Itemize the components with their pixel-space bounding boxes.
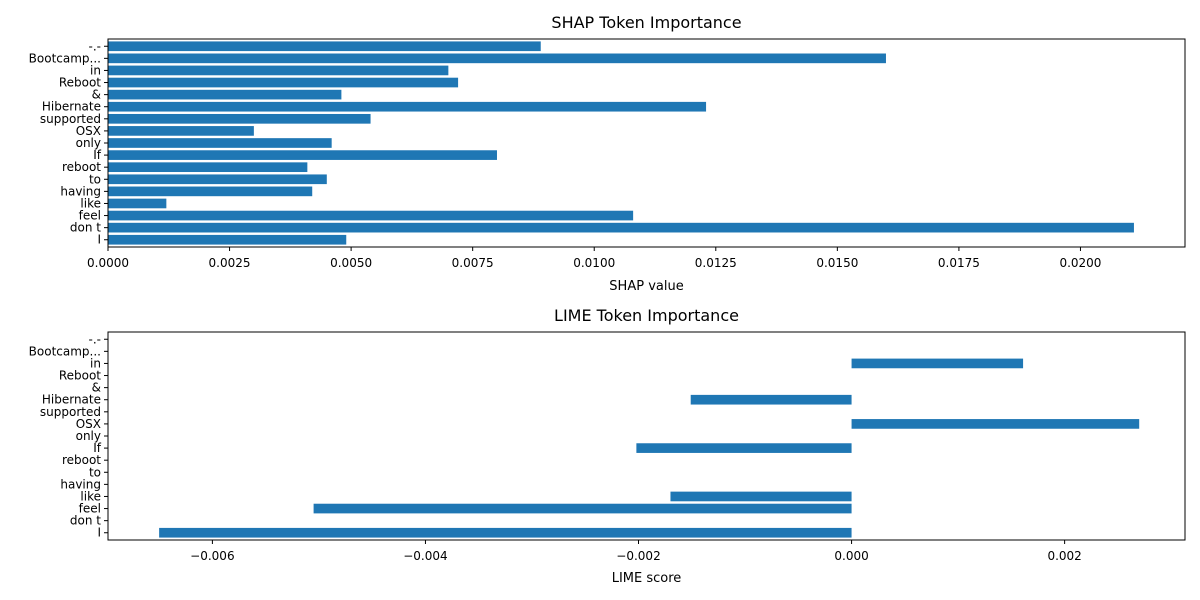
shap-x-tick-label-6: 0.0150	[816, 256, 858, 270]
shap-bar-7	[108, 150, 497, 160]
lime-y-tick-label-5: to	[89, 465, 101, 479]
lime-bar-2	[313, 503, 852, 514]
lime-bar-0	[159, 527, 852, 538]
shap-y-tick-label-11: Hibernate	[42, 100, 101, 114]
shap-x-tick-label-0: 0.0000	[87, 256, 129, 270]
lime-x-tick-label-4: 0.002	[1047, 549, 1081, 563]
shap-y-tick-label-1: don t	[70, 221, 101, 235]
shap-bar-8	[108, 138, 332, 148]
shap-bar-10	[108, 113, 371, 124]
shap-bar-3	[108, 198, 167, 209]
lime-y-tick-label-11: Hibernate	[42, 393, 101, 407]
lime-chart-x-axis-label: LIME score	[612, 571, 682, 586]
lime-y-tick-label-0: I	[97, 526, 101, 540]
lime-y-tick-label-8: only	[76, 429, 101, 443]
lime-y-tick-label-4: having	[60, 477, 101, 491]
lime-y-tick-label-12: &	[92, 381, 101, 395]
shap-bar-5	[108, 174, 327, 185]
shap-y-tick-label-10: supported	[40, 112, 101, 126]
shap-y-tick-label-14: in	[90, 63, 101, 77]
shap-x-tick-label-5: 0.0125	[695, 256, 737, 270]
shap-bar-13	[108, 77, 459, 88]
lime-y-tick-label-9: OSX	[76, 417, 101, 431]
lime-chart-title: LIME Token Importance	[554, 306, 739, 325]
shap-y-tick-label-4: having	[60, 184, 101, 198]
shap-bar-15	[108, 53, 886, 64]
shap-x-tick-label-3: 0.0075	[452, 256, 494, 270]
lime-bar-7	[636, 443, 852, 453]
lime-bar-9	[851, 419, 1140, 429]
shap-y-tick-label-15: Bootcamp...	[29, 51, 101, 65]
shap-y-tick-label-8: only	[76, 136, 101, 150]
lime-y-tick-label-3: like	[80, 489, 101, 503]
shap-x-tick-label-1: 0.0025	[209, 256, 251, 270]
shap-y-tick-label-12: &	[92, 88, 101, 102]
lime-y-tick-label-6: reboot	[62, 453, 101, 467]
lime-y-tick-label-14: in	[90, 356, 101, 370]
shap-x-tick-label-7: 0.0175	[938, 256, 980, 270]
lime-y-tick-label-2: feel	[79, 502, 101, 516]
lime-bar-14	[851, 358, 1024, 369]
lime-y-tick-label-1: don t	[70, 514, 101, 528]
shap-y-tick-label-9: OSX	[76, 124, 101, 138]
lime-y-tick-label-10: supported	[40, 405, 101, 419]
shap-bar-0	[108, 234, 347, 245]
lime-y-tick-label-13: Reboot	[59, 369, 101, 383]
shap-y-tick-label-3: like	[80, 196, 101, 210]
shap-chart-x-axis-label: SHAP value	[609, 279, 683, 294]
shap-y-tick-label-7: If	[93, 148, 102, 162]
lime-bar-11	[690, 394, 852, 405]
shap-x-tick-label-8: 0.0200	[1059, 256, 1101, 270]
shap-y-tick-label-6: reboot	[62, 160, 101, 174]
lime-y-tick-label-15: Bootcamp...	[29, 344, 101, 358]
shap-y-tick-label-0: I	[97, 233, 101, 247]
shap-bar-11	[108, 101, 707, 112]
shap-x-tick-label-4: 0.0100	[573, 256, 615, 270]
shap-chart-title: SHAP Token Importance	[551, 13, 741, 32]
lime-x-tick-label-3: 0.000	[834, 549, 868, 563]
shap-x-tick-label-2: 0.0050	[330, 256, 372, 270]
shap-y-tick-label-13: Reboot	[59, 76, 101, 90]
lime-y-tick-label-7: If	[93, 441, 102, 455]
shap-bar-1	[108, 222, 1134, 233]
shap-y-tick-label-16: -.-	[89, 39, 101, 53]
shap-bar-9	[108, 126, 254, 136]
lime-x-tick-label-2: −0.002	[616, 549, 660, 563]
lime-x-tick-label-0: −0.006	[190, 549, 234, 563]
lime-y-tick-label-16: -.-	[89, 332, 101, 346]
shap-bar-16	[108, 41, 541, 52]
lime-x-tick-label-1: −0.004	[403, 549, 447, 563]
shap-y-tick-label-5: to	[89, 172, 101, 186]
shap-bar-12	[108, 89, 342, 100]
shap-bar-2	[108, 210, 634, 221]
shap-bar-4	[108, 186, 313, 197]
shap-bar-14	[108, 65, 449, 76]
shap-bar-6	[108, 162, 308, 173]
shap-y-tick-label-2: feel	[79, 209, 101, 223]
lime-bar-3	[670, 491, 852, 502]
